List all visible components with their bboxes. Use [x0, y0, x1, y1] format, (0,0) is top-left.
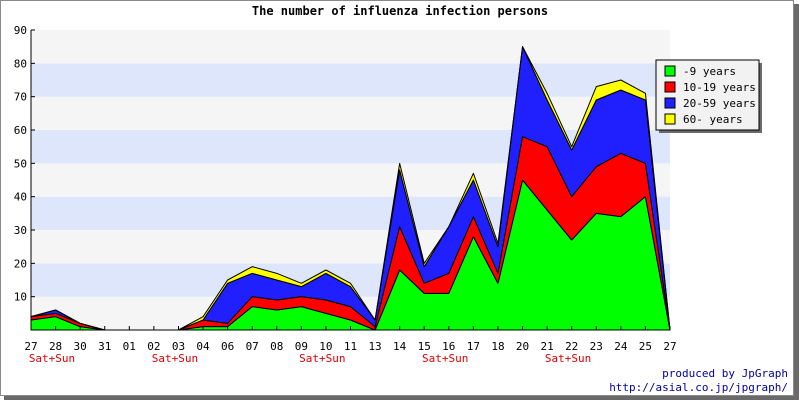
y-tick-label: 50: [14, 157, 27, 170]
y-tick-label: 90: [14, 24, 27, 37]
x-tick-label: 17: [467, 340, 480, 353]
x-tick-label: 10: [319, 340, 332, 353]
credit-line-1: produced by JpGraph: [662, 367, 788, 380]
y-tick-label: 40: [14, 191, 27, 204]
legend-label: -9 years: [683, 65, 736, 78]
y-tick-label: 10: [14, 291, 27, 304]
legend-label: 60- years: [683, 113, 743, 126]
x-tick-label: 16: [442, 340, 455, 353]
grid-band: [31, 96, 670, 130]
x-tick-label: 07: [246, 340, 259, 353]
x-tick-label: 28: [49, 340, 62, 353]
legend-label: 20-59 years: [683, 97, 756, 110]
x-tick-label: 06: [221, 340, 234, 353]
y-tick-label: 30: [14, 224, 27, 237]
x-tick-label: 25: [639, 340, 652, 353]
y-tick-label: 80: [14, 57, 27, 70]
weekend-label: Sat+Sun: [29, 352, 75, 365]
weekend-label: Sat+Sun: [545, 352, 591, 365]
x-tick-label: 24: [614, 340, 628, 353]
x-tick-label: 03: [172, 340, 185, 353]
x-tick-label: 18: [491, 340, 504, 353]
x-tick-label: 14: [393, 340, 407, 353]
x-tick-label: 20: [516, 340, 529, 353]
x-tick-label: 02: [147, 340, 160, 353]
legend-swatch: [664, 97, 676, 109]
x-tick-label: 15: [418, 340, 431, 353]
x-tick-label: 23: [590, 340, 603, 353]
legend-label: 10-19 years: [683, 81, 756, 94]
legend-swatch: [664, 65, 676, 77]
x-tick-label: 04: [196, 340, 210, 353]
x-tick-label: 30: [74, 340, 87, 353]
x-tick-label: 08: [270, 340, 283, 353]
x-tick-label: 13: [368, 340, 381, 353]
y-tick-label: 70: [14, 91, 27, 104]
x-tick-label: 01: [123, 340, 136, 353]
weekend-label: Sat+Sun: [422, 352, 468, 365]
x-tick-label: 31: [98, 340, 111, 353]
grid-band: [31, 63, 670, 97]
chart-title: The number of influenza infection person…: [252, 4, 548, 18]
legend: -9 years 10-19 years 20-59 years 60- years: [655, 59, 762, 133]
legend-swatch: [664, 81, 676, 93]
x-tick-label: 21: [540, 340, 553, 353]
x-tick-label: 11: [344, 340, 357, 353]
weekend-label: Sat+Sun: [152, 352, 198, 365]
x-tick-label: 09: [295, 340, 308, 353]
axes-group: 10 20 30 40 50 60 70 80 90 27 28 30 31 01 02 03 04 06 07 08…: [14, 24, 677, 365]
weekend-label: Sat+Sun: [299, 352, 345, 365]
x-tick-label: 27: [24, 340, 37, 353]
frame-shadow-bottom: [4, 396, 799, 400]
x-tick-label: 22: [565, 340, 578, 353]
credit-line-2: http://asial.co.jp/jpgraph/: [609, 381, 788, 394]
frame-shadow-right: [794, 4, 799, 400]
y-tick-label: 20: [14, 257, 27, 270]
legend-swatch: [664, 113, 676, 125]
y-tick-label: 60: [14, 124, 27, 137]
grid-band: [31, 30, 670, 64]
x-tick-label: 27: [663, 340, 676, 353]
